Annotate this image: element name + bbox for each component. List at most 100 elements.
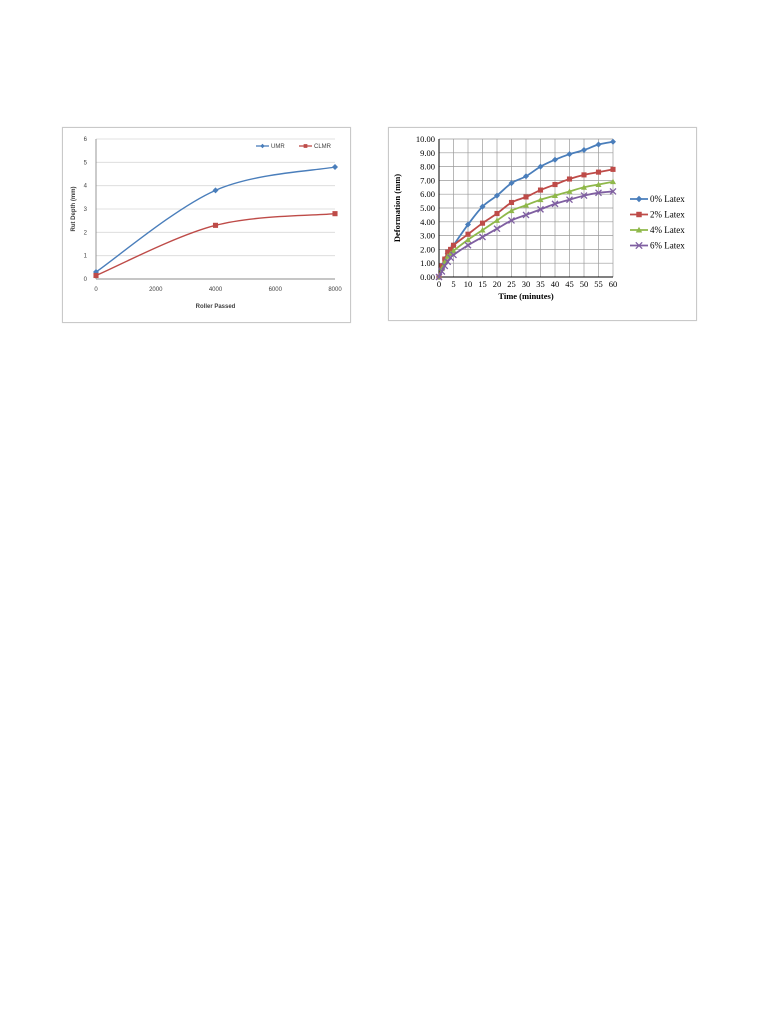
data-point-6pct-latex: [493, 225, 501, 233]
data-point-0pct-latex: [581, 147, 587, 154]
x-tick-label: 0: [94, 287, 98, 293]
y-tick-label: 5.00: [420, 203, 435, 213]
y-tick-label: 6: [84, 137, 88, 143]
data-point-2pct-latex: [448, 246, 454, 252]
data-point-2pct-latex: [450, 242, 457, 248]
data-point-0pct-latex: [595, 141, 602, 148]
y-tick-label: 2: [84, 230, 88, 236]
data-point-2pct-latex: [494, 210, 500, 217]
legend-label-6pct-latex: 6% Latex: [650, 241, 685, 251]
legend-label-umr: UMR: [271, 144, 285, 150]
legend-marker-0pct-latex: [635, 195, 643, 203]
data-point-6pct-latex: [595, 189, 602, 197]
legend-label-4pct-latex: 4% Latex: [650, 225, 685, 235]
x-axis-title: Time (minutes): [498, 291, 553, 301]
y-tick-label: 10.00: [416, 134, 435, 144]
data-point-0pct-latex: [494, 192, 500, 199]
data-point-2pct-latex: [479, 220, 486, 226]
y-tick-label: 3.00: [420, 231, 435, 241]
x-tick-label: 50: [580, 279, 589, 289]
data-point-2pct-latex: [537, 187, 544, 193]
legend-marker-clmr: [303, 144, 308, 148]
data-point-0pct-latex: [610, 138, 616, 145]
x-tick-label: 10: [464, 279, 473, 289]
data-point-0pct-latex: [537, 163, 544, 170]
data-point-umr: [212, 187, 219, 194]
y-tick-label: 8.00: [420, 162, 435, 172]
data-point-4pct-latex: [479, 227, 486, 233]
data-point-0pct-latex: [523, 173, 529, 180]
x-tick-label: 25: [507, 279, 516, 289]
x-tick-label: 55: [594, 279, 603, 289]
x-tick-label: 40: [551, 279, 560, 289]
legend-label-0pct-latex: 0% Latex: [650, 194, 685, 204]
deformation-chart: 0.00 1.00 2.00 3.00 4.00 5.00 6.00 7.00 8.00 9.00…: [392, 134, 685, 301]
y-tick-label: 4.00: [420, 217, 435, 227]
x-tick-label: 4000: [209, 287, 223, 293]
y-tick-label: 0.00: [420, 272, 435, 282]
data-point-4pct-latex: [444, 253, 451, 259]
data-point-4pct-latex: [595, 181, 602, 187]
y-tick-label: 5: [84, 160, 88, 166]
data-point-6pct-latex: [479, 233, 486, 241]
rut-depth-chart: 0 1 2 3 4 5 6 0 2000 4000 6000 8000 Roller Passed Rut…: [71, 137, 342, 310]
y-tick-label: 1.00: [420, 258, 435, 268]
data-point-2pct-latex: [508, 199, 515, 206]
legend-label-2pct-latex: 2% Latex: [650, 210, 685, 220]
data-point-2pct-latex: [566, 176, 573, 182]
data-point-0pct-latex: [566, 151, 573, 158]
data-point-4pct-latex: [552, 192, 558, 198]
data-point-clmr: [212, 222, 219, 228]
data-point-6pct-latex: [444, 258, 452, 266]
data-point-4pct-latex: [610, 178, 616, 185]
y-tick-label: 7.00: [420, 175, 435, 185]
deformation-chart-panel: 0.00 1.00 2.00 3.00 4.00 5.00 6.00 7.00 8.00 9.00…: [388, 127, 697, 321]
series-line-umr: [95, 166, 336, 273]
data-point-4pct-latex: [447, 250, 454, 256]
data-point-4pct-latex: [566, 188, 573, 194]
data-point-4pct-latex: [581, 184, 587, 190]
data-point-4pct-latex: [465, 236, 471, 243]
legend-marker-4pct-latex: [635, 226, 643, 233]
x-tick-label: 20: [493, 279, 502, 289]
data-point-6pct-latex: [450, 251, 457, 259]
data-point-6pct-latex: [580, 192, 588, 200]
data-point-6pct-latex: [435, 273, 443, 281]
data-point-0pct-latex: [508, 180, 515, 187]
data-point-clmr: [93, 272, 99, 279]
data-point-2pct-latex: [610, 166, 616, 172]
data-point-6pct-latex: [537, 205, 544, 213]
x-tick-label: 35: [536, 279, 545, 289]
x-tick-label: 5: [451, 279, 455, 289]
data-point-6pct-latex: [464, 241, 472, 249]
data-point-umr: [332, 164, 338, 170]
data-point-6pct-latex: [609, 187, 617, 195]
data-point-6pct-latex: [508, 216, 515, 224]
data-point-0pct-latex: [465, 221, 471, 228]
data-point-4pct-latex: [508, 207, 515, 214]
data-point-2pct-latex: [445, 249, 451, 255]
legend-label-clmr: CLMR: [314, 144, 332, 150]
y-axis-title: Rut Depth (mm): [71, 187, 77, 232]
data-point-6pct-latex: [441, 262, 449, 270]
x-tick-label: 2000: [149, 287, 163, 293]
rut-depth-chart-panel: 0 1 2 3 4 5 6 0 2000 4000 6000 8000 Roller Passed Rut…: [62, 127, 351, 323]
x-axis-title: Roller Passed: [196, 304, 236, 310]
y-tick-label: 4: [84, 184, 88, 190]
data-point-6pct-latex: [566, 196, 573, 204]
legend-marker-2pct-latex: [636, 211, 642, 218]
data-point-4pct-latex: [537, 196, 544, 203]
data-point-6pct-latex: [551, 200, 559, 208]
data-point-0pct-latex: [552, 156, 558, 163]
x-tick-label: 8000: [328, 287, 342, 293]
data-point-4pct-latex: [523, 202, 529, 208]
data-point-2pct-latex: [552, 181, 558, 188]
x-tick-label: 30: [522, 279, 531, 289]
legend-marker-6pct-latex: [635, 241, 643, 250]
data-point-0pct-latex: [479, 203, 486, 210]
y-tick-label: 6.00: [420, 189, 435, 199]
data-point-clmr: [332, 211, 338, 217]
data-point-4pct-latex: [450, 247, 457, 254]
data-point-2pct-latex: [595, 169, 602, 175]
x-tick-label: 45: [565, 279, 574, 289]
